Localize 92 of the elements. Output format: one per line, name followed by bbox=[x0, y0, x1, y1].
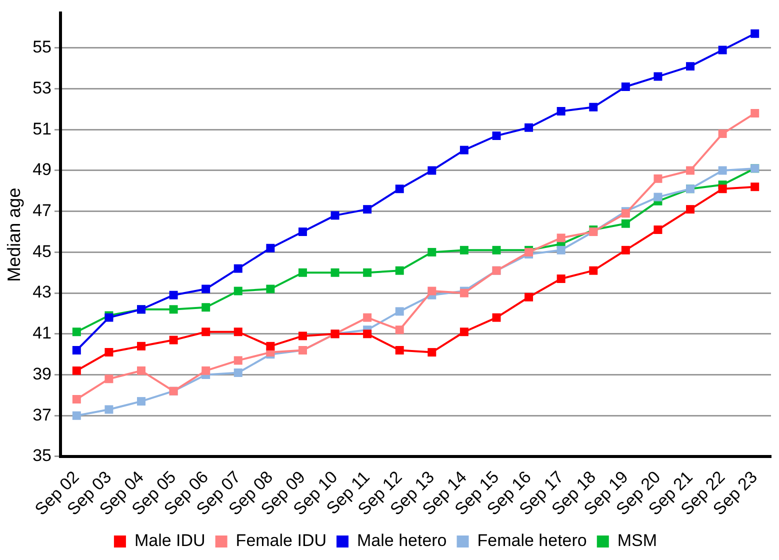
y-tick-label: 39 bbox=[32, 364, 52, 384]
point bbox=[395, 184, 404, 194]
point bbox=[137, 342, 146, 350]
point bbox=[137, 397, 146, 406]
point bbox=[72, 346, 81, 354]
point bbox=[72, 328, 81, 336]
point bbox=[266, 342, 275, 350]
y-tick-label: 43 bbox=[32, 282, 52, 302]
point bbox=[363, 205, 372, 214]
point bbox=[750, 109, 760, 118]
point bbox=[654, 192, 662, 202]
point bbox=[654, 225, 662, 234]
point bbox=[104, 405, 114, 414]
point bbox=[202, 284, 210, 294]
point bbox=[234, 328, 242, 336]
point bbox=[686, 205, 695, 214]
point bbox=[750, 29, 760, 38]
point bbox=[718, 129, 727, 138]
point bbox=[556, 246, 566, 254]
point bbox=[395, 266, 404, 275]
point bbox=[589, 102, 598, 112]
point bbox=[395, 346, 404, 354]
y-tick-label: 37 bbox=[32, 405, 52, 424]
point bbox=[395, 326, 404, 334]
y-tick-label: 55 bbox=[32, 38, 52, 57]
point bbox=[298, 228, 307, 236]
point bbox=[202, 328, 210, 336]
point bbox=[72, 395, 81, 404]
point bbox=[234, 368, 242, 377]
point bbox=[234, 286, 242, 296]
point bbox=[169, 290, 178, 300]
point bbox=[621, 82, 630, 91]
point bbox=[330, 211, 340, 220]
point bbox=[492, 313, 501, 322]
point bbox=[621, 219, 630, 228]
legend-label: Male hetero bbox=[356, 531, 447, 550]
point bbox=[202, 303, 210, 312]
point bbox=[266, 244, 275, 252]
legend-label: Female hetero bbox=[477, 531, 587, 550]
point bbox=[395, 307, 404, 316]
point bbox=[589, 266, 598, 275]
point bbox=[524, 123, 534, 132]
point bbox=[137, 366, 146, 375]
point bbox=[169, 305, 178, 314]
point bbox=[428, 248, 436, 256]
point bbox=[686, 166, 695, 175]
point bbox=[363, 313, 372, 322]
point bbox=[654, 174, 662, 183]
point bbox=[621, 246, 630, 254]
point bbox=[556, 274, 566, 283]
point bbox=[654, 72, 662, 81]
point bbox=[72, 366, 81, 375]
y-axis-title: Median age bbox=[4, 188, 24, 282]
y-tick-label: 49 bbox=[32, 160, 52, 180]
y-tick-label: 53 bbox=[32, 78, 52, 98]
legend-label: MSM bbox=[617, 531, 658, 550]
point bbox=[72, 411, 81, 420]
point bbox=[298, 332, 307, 340]
point bbox=[104, 374, 114, 384]
point bbox=[686, 62, 695, 71]
point bbox=[718, 166, 727, 175]
point bbox=[234, 356, 242, 365]
point bbox=[234, 264, 242, 273]
point bbox=[298, 268, 307, 277]
point bbox=[718, 46, 727, 54]
point bbox=[460, 328, 468, 336]
point bbox=[460, 246, 468, 254]
y-tick-label: 35 bbox=[32, 446, 52, 466]
point bbox=[556, 234, 566, 242]
legend-label: Male IDU bbox=[134, 531, 206, 550]
point bbox=[266, 284, 275, 294]
point bbox=[363, 330, 372, 338]
point bbox=[202, 366, 210, 375]
legend-label: Female IDU bbox=[236, 531, 326, 550]
point bbox=[169, 336, 178, 344]
point bbox=[428, 166, 436, 175]
point bbox=[460, 146, 468, 154]
point bbox=[750, 182, 760, 192]
point bbox=[524, 292, 534, 302]
point bbox=[556, 107, 566, 116]
point bbox=[492, 246, 501, 254]
point bbox=[428, 286, 436, 296]
point bbox=[363, 268, 372, 277]
point bbox=[718, 184, 727, 194]
point bbox=[104, 348, 114, 357]
point bbox=[330, 268, 340, 277]
y-tick-label: 41 bbox=[32, 324, 52, 343]
point bbox=[428, 348, 436, 357]
y-tick-label: 45 bbox=[32, 242, 52, 261]
point bbox=[492, 132, 501, 140]
y-tick-label: 51 bbox=[32, 119, 52, 138]
y-tick-label: 47 bbox=[32, 201, 52, 220]
